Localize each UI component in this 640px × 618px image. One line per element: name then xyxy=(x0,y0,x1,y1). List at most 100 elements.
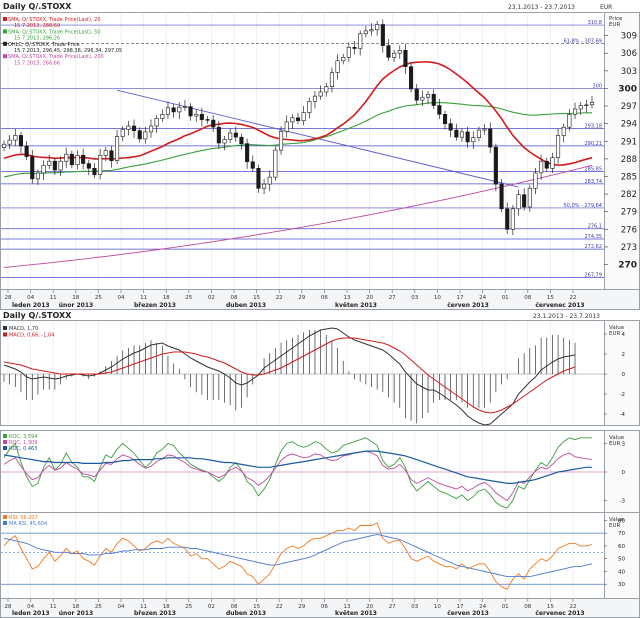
candle-body xyxy=(216,126,221,144)
rsi-axis-tick-label: 40 xyxy=(618,569,625,575)
candle-body xyxy=(18,135,24,147)
candle-body xyxy=(267,176,272,185)
legend-swatch xyxy=(3,515,7,519)
day-tick-label: 02 xyxy=(208,295,215,301)
roc-series-line xyxy=(3,450,593,502)
month-label: červenec 2013 xyxy=(535,610,584,617)
candle-body xyxy=(92,168,97,176)
rsi-axis-tick-label: 80 xyxy=(618,518,625,524)
candle-body xyxy=(539,160,544,174)
candle-body xyxy=(126,125,131,130)
month-label: červen 2013 xyxy=(447,302,489,309)
candle-body xyxy=(109,150,114,161)
month-label: únor 2013 xyxy=(59,302,93,309)
day-tick-label: 06 xyxy=(321,295,328,301)
roc-axis-tick-label: 3 xyxy=(622,442,626,448)
legend-swatch xyxy=(3,54,7,59)
price-axis-tick-label: 276 xyxy=(621,225,637,235)
main-date-range: 23.1.2013 - 23.7.2013 xyxy=(508,4,575,11)
day-tick-label: 22 xyxy=(276,295,283,301)
month-label: květen 2013 xyxy=(335,610,377,617)
candle-body xyxy=(431,94,436,106)
candle-body xyxy=(211,119,216,128)
month-label: květen 2013 xyxy=(335,302,377,309)
candle-body xyxy=(510,208,515,230)
day-tick-label: 04 xyxy=(27,604,34,610)
macd-axis-tick-label: 0 xyxy=(622,372,626,378)
candle-body xyxy=(1,143,7,148)
candle-body xyxy=(284,121,289,132)
day-tick-label: 20 xyxy=(366,295,373,301)
candle-body xyxy=(278,131,284,151)
candle-body xyxy=(24,145,29,157)
legend-entry: SMA, Q/.STOXX, Trade Price(Last), 20 xyxy=(8,17,101,23)
level-label: 310,8 xyxy=(588,20,602,26)
rsi-value-axis-frame xyxy=(604,512,640,599)
macd-panel-title: Daily Q/.STOXX xyxy=(3,311,72,320)
candle-body xyxy=(584,104,589,107)
price-axis-tick-label: 300 xyxy=(618,84,637,94)
roc-unit-label: Value xyxy=(609,435,625,441)
day-tick-label: 04 xyxy=(27,295,34,301)
level-label: 285,85 xyxy=(585,166,603,172)
candle-body xyxy=(256,168,261,189)
candle-body xyxy=(160,114,165,119)
month-label: březen 2013 xyxy=(134,302,176,309)
price-axis-tick-label: 294 xyxy=(621,120,637,130)
main-price-axis-frame xyxy=(604,12,640,290)
day-tick-label: 18 xyxy=(72,604,79,610)
day-tick-label: 08 xyxy=(524,604,531,610)
day-tick-label: 18 xyxy=(163,604,170,610)
price-axis-tick-label: 297 xyxy=(621,102,637,112)
price-axis-tick-label: 288 xyxy=(621,155,637,165)
candle-body xyxy=(363,30,368,35)
month-label: červenec 2013 xyxy=(535,302,584,309)
rsi-axis-tick-label: 70 xyxy=(618,531,625,537)
day-tick-label: 11 xyxy=(140,295,147,301)
roc-axis-tick-label: -3 xyxy=(620,499,626,505)
candle-body xyxy=(369,29,374,32)
day-tick-label: 01 xyxy=(502,295,509,301)
candle-body xyxy=(58,160,63,171)
candle-body xyxy=(171,107,176,113)
day-tick-label: 18 xyxy=(72,295,79,301)
day-tick-label: 06 xyxy=(321,604,328,610)
legend-entry: ROC, 1,309 xyxy=(9,440,37,446)
price-axis-tick-label: 273 xyxy=(621,243,637,253)
macd-axis-tick-label: 2 xyxy=(622,352,626,358)
candle-body xyxy=(295,117,301,122)
candle-body xyxy=(567,114,572,128)
day-tick-label: 04 xyxy=(118,295,125,301)
day-tick-label: 22 xyxy=(570,295,577,301)
price-axis-tick-label: 285 xyxy=(621,172,637,182)
legend-entry: 15.7.2013, 296,26 xyxy=(14,36,60,42)
sma-200-line xyxy=(3,164,593,268)
candle-body xyxy=(7,139,12,145)
candle-body xyxy=(465,131,470,143)
price-axis-tick-label: 303 xyxy=(621,67,637,77)
candle-body xyxy=(459,131,465,138)
candle-body xyxy=(386,45,391,58)
candle-body xyxy=(589,102,595,106)
legend-swatch xyxy=(3,521,7,525)
macd-axis-tick-label: -4 xyxy=(620,412,626,418)
candle-body xyxy=(41,165,46,174)
candle-body xyxy=(318,91,323,97)
candle-body xyxy=(35,172,41,180)
legend-swatch xyxy=(3,446,7,450)
candle-body xyxy=(476,129,482,139)
day-tick-label: 13 xyxy=(344,604,351,610)
day-tick-label: 24 xyxy=(479,604,486,610)
candle-body xyxy=(352,46,357,49)
rsi-axis-tick-label: 60 xyxy=(618,544,625,550)
candle-body xyxy=(81,155,86,164)
day-tick-label: 03 xyxy=(411,295,418,301)
legend-swatch xyxy=(3,434,7,438)
price-plot: 270 273 276 279 282 285 288 291 294 297 300 303 306 3… xyxy=(1,19,637,271)
macd-unit-label: Value xyxy=(609,325,625,331)
candle-body xyxy=(52,160,57,171)
candle-body xyxy=(177,106,182,113)
candle-body xyxy=(245,143,250,163)
rsi-unit-label: Value xyxy=(609,517,625,523)
legend-swatch xyxy=(3,326,7,330)
